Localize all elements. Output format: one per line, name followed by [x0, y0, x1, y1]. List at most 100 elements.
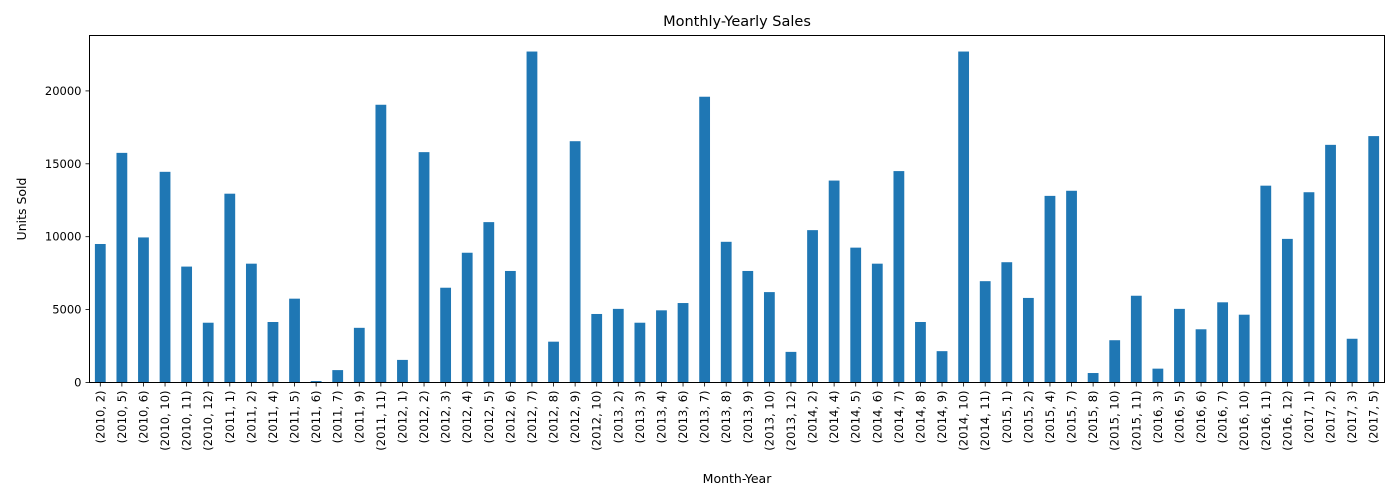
bar — [310, 381, 322, 383]
x-tick-label: (2012, 10) — [590, 391, 604, 451]
bar — [893, 171, 905, 383]
bar — [1346, 338, 1358, 383]
x-tick-label: (2012, 7) — [525, 391, 539, 444]
x-tick-label: (2012, 9) — [568, 391, 582, 444]
bar — [612, 308, 624, 383]
bar — [958, 51, 970, 383]
x-tick-label: (2016, 11) — [1259, 391, 1273, 451]
bar — [677, 303, 689, 383]
x-tick-label: (2010, 6) — [136, 391, 150, 444]
bar — [116, 152, 128, 383]
x-axis-label: Month-Year — [703, 471, 773, 486]
bar — [138, 237, 149, 383]
bar — [1130, 295, 1142, 383]
bar — [1260, 185, 1272, 383]
bar — [289, 298, 300, 383]
x-tick-label: (2016, 10) — [1237, 391, 1251, 451]
bar — [224, 193, 236, 383]
bar — [202, 322, 214, 383]
x-tick-label: (2016, 12) — [1280, 391, 1294, 451]
x-tick-label: (2012, 6) — [503, 391, 517, 444]
bar — [94, 243, 106, 383]
bar — [159, 171, 171, 383]
bar — [1281, 238, 1293, 383]
bar — [871, 263, 883, 383]
bar — [1044, 195, 1056, 383]
bar — [245, 263, 257, 383]
x-tick-label: (2014, 7) — [892, 391, 906, 444]
x-tick-label: (2015, 10) — [1108, 391, 1122, 451]
bar — [915, 321, 926, 383]
bar — [1066, 190, 1077, 383]
x-tick-label: (2015, 1) — [1000, 391, 1014, 444]
x-tick-label: (2015, 4) — [1043, 391, 1057, 444]
x-tick-label: (2014, 9) — [935, 391, 949, 444]
bar — [267, 321, 279, 383]
bar — [785, 351, 797, 383]
x-axis-ticks: (2010, 2) (2010, 5) (2010, 6) (2010, 10) (20… — [93, 382, 1381, 451]
x-tick-label: (2012, 8) — [547, 391, 561, 444]
chart-title: Monthly-Yearly Sales — [663, 14, 811, 30]
x-tick-label: (2013, 8) — [719, 391, 733, 444]
x-tick-label: (2010, 11) — [180, 391, 194, 451]
bar — [1022, 297, 1034, 383]
x-tick-label: (2010, 10) — [158, 391, 172, 451]
x-tick-label: (2017, 2) — [1324, 391, 1338, 444]
y-tick-label: 5000 — [52, 303, 81, 317]
x-tick-label: (2012, 4) — [460, 391, 474, 444]
x-tick-label: (2011, 9) — [352, 391, 366, 444]
x-tick-label: (2017, 3) — [1345, 391, 1359, 444]
bar — [720, 241, 732, 383]
x-tick-label: (2011, 7) — [331, 391, 345, 444]
bar — [979, 281, 991, 383]
x-tick-label: (2014, 5) — [849, 391, 863, 444]
bar — [1001, 262, 1013, 383]
x-tick-label: (2016, 5) — [1172, 391, 1186, 444]
x-tick-label: (2011, 6) — [309, 391, 323, 444]
bar — [353, 327, 365, 383]
bar — [763, 292, 775, 383]
bar — [591, 313, 603, 383]
bar — [634, 322, 646, 383]
bar — [548, 341, 559, 383]
x-tick-label: (2010, 12) — [201, 391, 215, 451]
bar — [936, 351, 948, 383]
bar — [483, 222, 495, 383]
bar — [1303, 192, 1315, 383]
x-tick-label: (2014, 10) — [957, 391, 971, 451]
bar — [1087, 373, 1099, 383]
bars-group — [94, 51, 1380, 383]
x-tick-label: (2016, 3) — [1151, 391, 1165, 444]
x-tick-label: (2011, 11) — [374, 391, 388, 451]
bar — [742, 270, 754, 383]
x-tick-label: (2014, 8) — [913, 391, 927, 444]
x-tick-label: (2011, 1) — [223, 391, 237, 444]
x-tick-label: (2014, 6) — [870, 391, 884, 444]
x-tick-label: (2010, 2) — [93, 391, 107, 444]
bar — [332, 370, 344, 383]
x-tick-label: (2014, 4) — [827, 391, 841, 444]
bar — [397, 359, 408, 383]
x-tick-label: (2017, 1) — [1302, 391, 1316, 444]
x-tick-label: (2013, 4) — [654, 391, 668, 444]
bar — [1174, 308, 1185, 383]
bar — [1217, 302, 1229, 383]
bar — [807, 230, 818, 383]
x-tick-label: (2016, 7) — [1216, 391, 1230, 444]
x-tick-label: (2012, 5) — [482, 391, 496, 444]
bar — [1368, 136, 1380, 383]
x-tick-label: (2015, 7) — [1065, 391, 1079, 444]
bar — [850, 247, 862, 383]
x-tick-label: (2011, 5) — [288, 391, 302, 444]
x-tick-label: (2013, 2) — [611, 391, 625, 444]
x-tick-label: (2013, 12) — [784, 391, 798, 451]
x-tick-label: (2013, 3) — [633, 391, 647, 444]
bar — [656, 310, 667, 383]
x-tick-label: (2013, 6) — [676, 391, 690, 444]
x-tick-label: (2010, 5) — [115, 391, 129, 444]
bar — [181, 266, 193, 383]
x-tick-label: (2015, 8) — [1086, 391, 1100, 444]
y-tick-label: 0 — [74, 376, 81, 390]
bar — [526, 51, 538, 383]
y-tick-label: 20000 — [45, 84, 82, 98]
